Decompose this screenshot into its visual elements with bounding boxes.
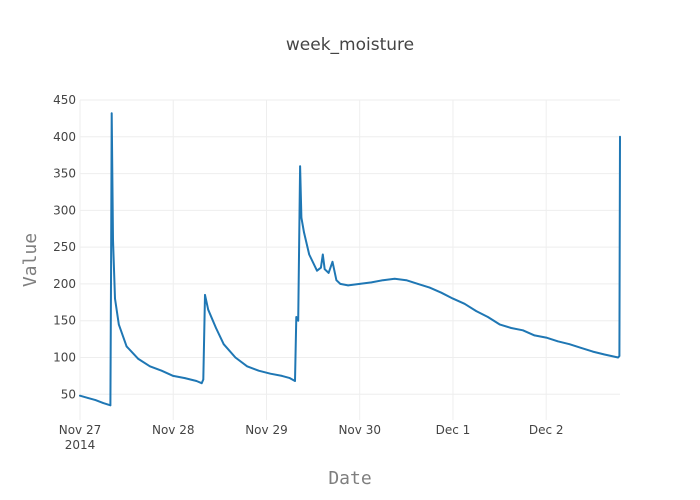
data-point bbox=[393, 278, 396, 280]
data-point bbox=[580, 347, 582, 349]
x-axis-title: Date bbox=[328, 468, 371, 489]
data-point bbox=[316, 269, 318, 272]
data-point bbox=[195, 380, 198, 382]
data-point bbox=[110, 261, 112, 263]
data-point bbox=[510, 327, 512, 329]
data-point bbox=[215, 327, 217, 329]
plot-area bbox=[79, 112, 621, 407]
data-point bbox=[568, 343, 571, 346]
data-point bbox=[428, 286, 431, 289]
data-point bbox=[289, 377, 291, 379]
data-point bbox=[618, 355, 621, 357]
data-point bbox=[109, 404, 112, 407]
data-point bbox=[184, 377, 186, 379]
data-point bbox=[281, 375, 283, 377]
y-axis-title: Value bbox=[20, 233, 41, 287]
data-point bbox=[463, 303, 466, 305]
data-point bbox=[405, 279, 408, 282]
data-point bbox=[339, 283, 342, 285]
data-point bbox=[308, 253, 311, 256]
data-point bbox=[475, 310, 478, 312]
data-point bbox=[257, 369, 260, 372]
data-point bbox=[79, 394, 81, 397]
data-point bbox=[297, 319, 300, 322]
y-tick-label: 350 bbox=[53, 167, 76, 181]
y-tick-label: 150 bbox=[53, 314, 76, 328]
data-point bbox=[617, 356, 619, 359]
data-point bbox=[327, 272, 330, 274]
y-tick-label: 200 bbox=[53, 277, 76, 291]
data-point bbox=[300, 216, 303, 219]
data-point bbox=[303, 231, 305, 234]
data-point bbox=[557, 340, 559, 343]
x-tick-label: Nov 28 bbox=[152, 423, 195, 437]
data-point bbox=[440, 291, 443, 294]
y-tick-label: 400 bbox=[53, 130, 76, 144]
grid bbox=[79, 99, 620, 420]
x-tick-label: Dec 1 bbox=[436, 423, 471, 437]
data-point bbox=[603, 353, 606, 356]
data-point bbox=[619, 136, 621, 138]
y-tick-label: 250 bbox=[53, 240, 76, 254]
data-point bbox=[269, 372, 272, 375]
chart-title: week_moisture bbox=[286, 35, 414, 55]
data-point bbox=[160, 369, 163, 372]
data-point bbox=[222, 343, 225, 346]
data-point bbox=[533, 334, 536, 337]
data-point bbox=[335, 279, 338, 282]
data-point bbox=[487, 316, 489, 318]
data-point bbox=[452, 297, 454, 300]
data-point bbox=[417, 283, 419, 285]
data-point bbox=[322, 253, 324, 256]
data-point bbox=[172, 375, 174, 377]
data-point bbox=[295, 316, 298, 318]
data-point bbox=[370, 281, 373, 284]
data-point bbox=[114, 297, 116, 300]
data-point bbox=[149, 365, 151, 368]
y-axis-ticks: 50 100 150 200 250 300 350 400 450 bbox=[53, 93, 76, 401]
data-point bbox=[110, 112, 113, 114]
data-point bbox=[545, 336, 547, 339]
data-point bbox=[498, 323, 501, 326]
data-point bbox=[94, 399, 97, 401]
data-point bbox=[294, 380, 296, 382]
series-line bbox=[79, 112, 621, 407]
data-point bbox=[320, 266, 322, 269]
data-point bbox=[347, 284, 349, 287]
x-tick-label: Nov 27 bbox=[59, 423, 102, 437]
y-tick-label: 50 bbox=[61, 387, 76, 401]
data-point bbox=[331, 261, 334, 263]
y-tick-label: 450 bbox=[53, 93, 76, 107]
x-tick-label: Dec 2 bbox=[529, 423, 564, 437]
data-point bbox=[118, 323, 120, 326]
data-point bbox=[137, 358, 140, 360]
x-tick-sublabel: 2014 bbox=[65, 438, 96, 452]
data-point bbox=[323, 268, 326, 271]
x-tick-label: Nov 30 bbox=[338, 423, 381, 437]
data-point bbox=[522, 329, 524, 332]
data-point bbox=[207, 308, 209, 311]
data-point bbox=[234, 356, 237, 359]
data-point bbox=[592, 350, 594, 353]
data-point bbox=[358, 283, 361, 285]
data-point bbox=[112, 239, 114, 241]
data-point bbox=[87, 397, 89, 399]
data-point bbox=[299, 165, 301, 167]
data-point bbox=[246, 365, 248, 368]
x-tick-label: Nov 29 bbox=[245, 423, 288, 437]
data-point bbox=[125, 345, 128, 348]
data-point bbox=[382, 279, 384, 282]
data-point bbox=[200, 382, 203, 385]
y-tick-label: 100 bbox=[53, 350, 76, 364]
data-point bbox=[102, 402, 105, 404]
data-point bbox=[204, 294, 206, 296]
y-tick-label: 300 bbox=[53, 203, 76, 217]
data-point bbox=[202, 378, 205, 381]
